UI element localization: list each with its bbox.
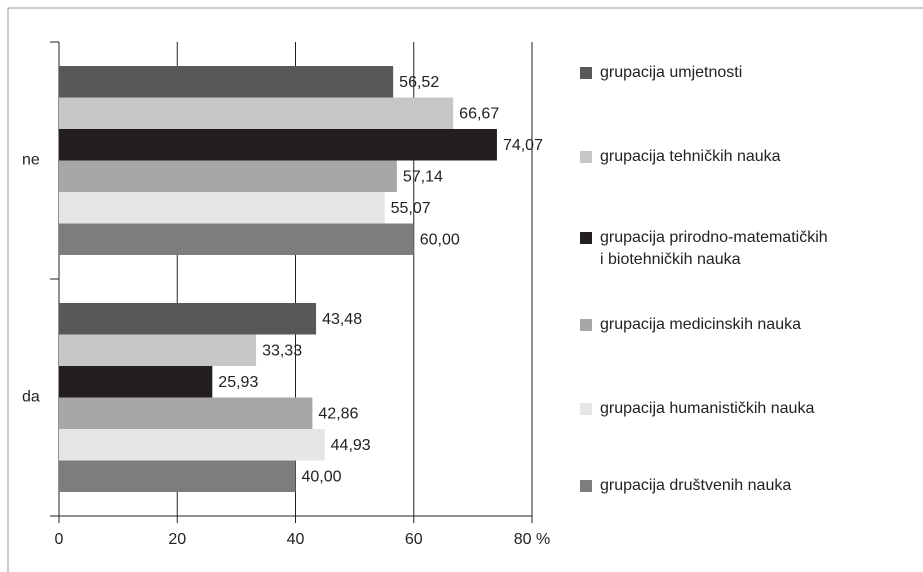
- bar: [59, 192, 385, 224]
- bar: [59, 460, 296, 492]
- bar: [59, 223, 414, 255]
- x-tick-label: 0: [55, 531, 64, 548]
- x-tick-label: 40: [287, 531, 305, 548]
- bar: [59, 397, 313, 429]
- legend-label: grupacija tehničkih nauka: [600, 148, 781, 165]
- legend-label: grupacija prirodno-matematičkih i bioteh…: [600, 229, 828, 268]
- bar: [59, 97, 454, 129]
- value-label: 43,48: [322, 311, 362, 328]
- value-label: 55,07: [391, 200, 431, 217]
- legend-swatch: [580, 480, 592, 492]
- value-label: 40,00: [302, 468, 342, 485]
- bar: [59, 66, 394, 98]
- bar: [59, 366, 213, 398]
- legend-swatch: [580, 319, 592, 331]
- legend-label: grupacija humanističkih nauka: [600, 400, 815, 417]
- value-label: 44,93: [331, 437, 371, 454]
- value-label: 25,93: [218, 374, 258, 391]
- x-tick-label: 20: [168, 531, 186, 548]
- y-tick-label: ne: [22, 152, 40, 169]
- bar: [59, 334, 257, 366]
- value-label: 33,33: [262, 342, 302, 359]
- value-label: 60,00: [420, 231, 460, 248]
- y-tick-label: da: [22, 389, 40, 406]
- value-label: 57,14: [403, 168, 443, 185]
- legend-label: grupacija društvenih nauka: [600, 477, 792, 494]
- legend-swatch: [580, 67, 592, 79]
- value-label: 66,67: [459, 105, 499, 122]
- value-label: 56,52: [399, 74, 439, 91]
- x-tick-label: 80 %: [514, 531, 550, 548]
- bar: [59, 429, 325, 461]
- bar: [59, 129, 497, 161]
- bar: [59, 303, 317, 335]
- legend-label: grupacija umjetnosti: [600, 64, 743, 81]
- legend-swatch: [580, 403, 592, 415]
- value-label: 42,86: [318, 405, 358, 422]
- legend-label: grupacija medicinskih nauka: [600, 316, 801, 333]
- bar: [59, 160, 397, 192]
- frame: [7, 7, 923, 572]
- legend-swatch: [580, 151, 592, 163]
- legend-swatch: [580, 232, 592, 244]
- x-tick-label: 60: [405, 531, 423, 548]
- value-label: 74,07: [503, 137, 543, 154]
